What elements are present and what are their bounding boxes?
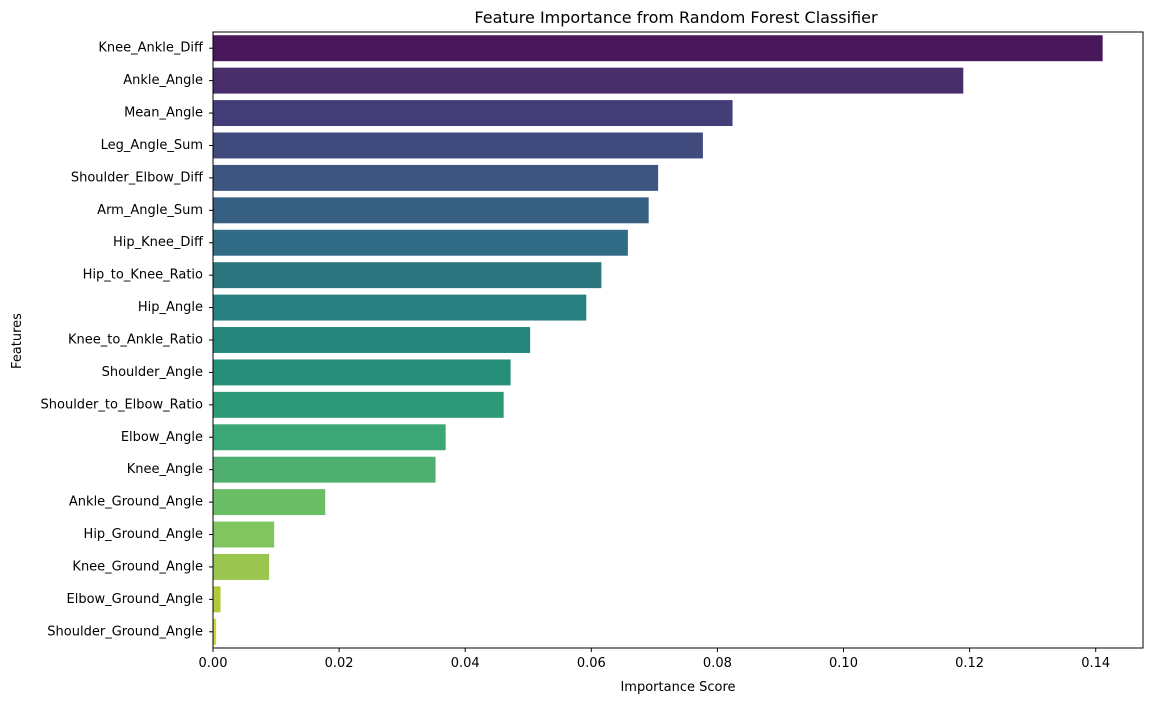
bar-ankle-angle [213,67,964,94]
x-tick-label: 0.02 [325,656,354,671]
y-tick-label: Arm_Angle_Sum [97,203,203,218]
y-tick-label: Knee_Ankle_Diff [98,41,204,56]
y-tick-label: Shoulder_Angle [102,365,203,380]
bar-mean-angle [213,100,733,127]
y-tick-label: Knee_Angle [127,462,203,477]
y-tick-label: Hip_Ground_Angle [84,527,203,542]
y-tick-label: Knee_to_Ankle_Ratio [68,333,203,348]
x-tick-label: 0.12 [955,656,984,671]
x-tick-layer: 0.00 0.02 0.04 0.06 0.08 0.10 0.12 0.14 [199,648,1110,671]
bar-hip-ground-angle [213,521,275,548]
bar-knee-ankle-diff [213,35,1103,62]
y-tick-layer: Knee_Ankle_Diff Ankle_Angle Mean_Angle Leg_… [41,41,213,639]
x-tick-label: 0.08 [703,656,732,671]
bar-shoulder-to-elbow-ratio [213,391,504,418]
y-axis-label: Features [10,313,25,369]
y-tick-label: Ankle_Ground_Angle [69,495,203,510]
bar-knee-angle [213,456,436,483]
y-tick-label: Ankle_Angle [123,73,203,88]
x-tick-label: 0.06 [577,656,606,671]
bar-knee-to-ankle-ratio [213,327,531,353]
y-tick-label: Knee_Ground_Angle [72,559,203,574]
bar-elbow-ground-angle [213,586,221,613]
bar-shoulder-elbow-diff [213,164,659,191]
plot-frame [212,31,1144,649]
bar-arm-angle-sum [213,197,649,224]
y-tick-label: Hip_Knee_Diff [113,235,204,250]
x-tick-label: 0.10 [829,656,858,671]
x-tick-label: 0.04 [451,656,480,671]
bar-ankle-ground-angle [213,489,326,516]
chart-title: Feature Importance from Random Forest Cl… [474,8,878,27]
bar-leg-angle-sum [213,132,703,159]
x-axis-label: Importance Score [620,680,735,695]
y-tick-label: Elbow_Ground_Angle [67,592,203,607]
x-tick-label: 0.00 [199,656,228,671]
x-tick-label: 0.14 [1081,656,1110,671]
bars-layer [213,35,1103,645]
bar-hip-to-knee-ratio [213,262,602,289]
bar-shoulder-angle [213,359,511,386]
y-tick-label: Shoulder_Ground_Angle [47,624,203,639]
bar-knee-ground-angle [213,553,270,580]
y-tick-label: Hip_Angle [138,300,203,315]
y-tick-label: Shoulder_to_Elbow_Ratio [41,397,204,412]
bar-shoulder-ground-angle [213,618,217,645]
y-tick-label: Leg_Angle_Sum [101,138,203,153]
y-tick-label: Elbow_Angle [121,430,203,445]
bar-hip-angle [213,294,587,321]
y-tick-label: Hip_to_Knee_Ratio [83,268,203,283]
bar-elbow-angle [213,424,446,451]
bar-hip-knee-diff [213,229,628,256]
y-tick-label: Shoulder_Elbow_Diff [71,170,204,185]
y-tick-label: Mean_Angle [124,106,203,121]
